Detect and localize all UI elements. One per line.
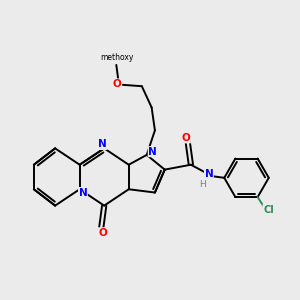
Text: N: N (148, 147, 157, 157)
Text: O: O (98, 228, 107, 238)
Text: O: O (113, 79, 122, 89)
Text: Cl: Cl (263, 205, 274, 214)
Text: H: H (200, 180, 206, 189)
Text: O: O (182, 133, 190, 143)
Text: N: N (98, 140, 107, 149)
Text: N: N (205, 169, 213, 178)
Text: methoxy: methoxy (100, 53, 134, 62)
Text: N: N (79, 188, 87, 197)
